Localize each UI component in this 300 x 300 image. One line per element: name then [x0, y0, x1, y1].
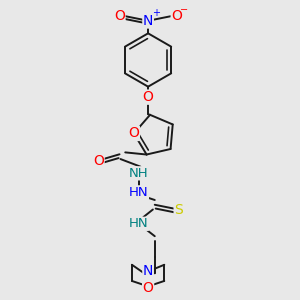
Text: O: O [114, 9, 125, 23]
Text: O: O [171, 9, 182, 23]
Text: O: O [143, 90, 154, 104]
Text: O: O [143, 280, 154, 295]
Text: N: N [143, 264, 153, 278]
Text: HN: HN [129, 217, 148, 230]
Text: NH: NH [129, 167, 148, 180]
Text: +: + [152, 8, 160, 18]
Text: O: O [93, 154, 104, 168]
Text: −: − [180, 5, 188, 16]
Text: S: S [174, 202, 183, 217]
Text: O: O [128, 126, 139, 140]
Text: HN: HN [129, 186, 148, 199]
Text: N: N [143, 14, 153, 28]
